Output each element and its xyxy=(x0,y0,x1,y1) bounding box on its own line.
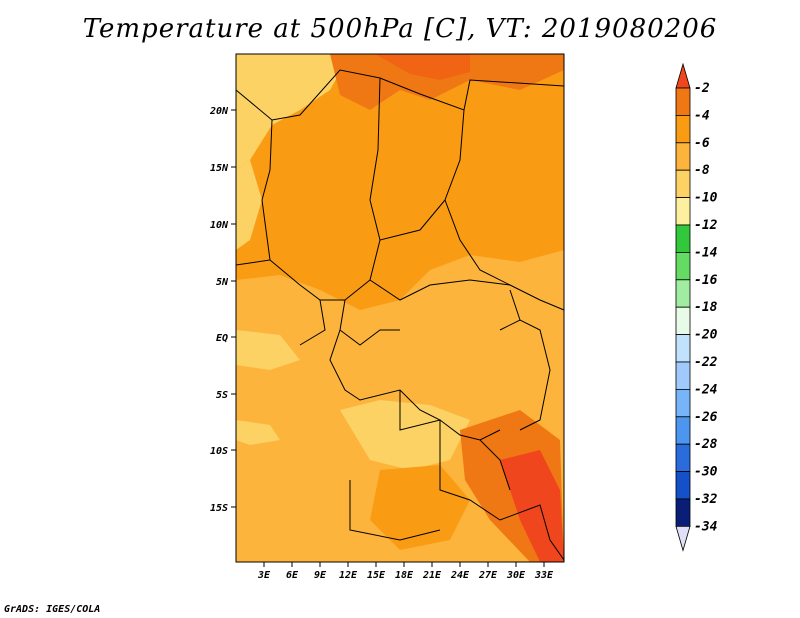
lon-label-27e: 27E xyxy=(478,570,498,581)
temperature-map: 20N 15N 10N 5N EQ 5S 10S 15S 3E 6E 9E 12… xyxy=(209,53,565,581)
colorbar-label: -30 xyxy=(694,465,718,480)
lat-label-15s: 15S xyxy=(210,503,228,514)
footer-credit: GrADS: IGES/COLA xyxy=(4,604,101,615)
lon-label-12e: 12E xyxy=(339,570,358,581)
colorbar-label: -32 xyxy=(694,492,718,507)
lon-label-9e: 9E xyxy=(314,570,327,581)
colorbar-bottom-triangle xyxy=(675,526,691,552)
lat-label-10n: 10N xyxy=(210,220,229,231)
field-minus6-south xyxy=(370,465,470,550)
lon-label-6e: 6E xyxy=(286,570,299,581)
colorbar-label: -10 xyxy=(694,191,718,206)
colorbar-label: -34 xyxy=(694,519,718,534)
lon-label-24e: 24E xyxy=(450,570,470,581)
colorbar-label: -28 xyxy=(694,437,718,452)
field-minus10-coast xyxy=(236,330,300,370)
colorbar-segment xyxy=(675,142,691,171)
field-minus4-north xyxy=(330,54,564,110)
lat-label-5s: 5S xyxy=(216,390,228,401)
lon-label-3e: 3E xyxy=(257,570,271,581)
colorbar-segment xyxy=(675,416,691,445)
colorbar-top-triangle xyxy=(675,62,691,89)
colorbar-label: -14 xyxy=(694,245,718,260)
colorbar-segment xyxy=(675,115,691,144)
colorbar-label: -12 xyxy=(694,218,718,233)
colorbar-segment xyxy=(675,306,691,336)
colorbar-label: -8 xyxy=(694,163,710,178)
colorbar-segment xyxy=(675,361,691,390)
lat-label-10s: 10S xyxy=(210,446,228,457)
colorbar-label: -24 xyxy=(694,382,718,397)
field-minus8-northwest xyxy=(236,54,350,170)
lon-label-33e: 33E xyxy=(534,570,554,581)
colorbar-segment xyxy=(675,87,691,116)
colorbar-label: -26 xyxy=(694,410,718,425)
colorbar-label: -22 xyxy=(694,355,718,370)
colorbar-segment xyxy=(675,388,691,418)
field-minus10-southwest xyxy=(236,420,280,445)
colorbar-segment xyxy=(675,471,691,500)
field-minus8-west xyxy=(236,160,262,250)
colorbar-segment xyxy=(675,498,691,527)
map-frame xyxy=(235,53,565,563)
colorbar-segment xyxy=(675,443,691,473)
colorbar-segment xyxy=(675,224,691,253)
colorbar-label: -20 xyxy=(694,328,718,343)
lat-label-5n: 5N xyxy=(216,277,229,288)
lat-label-20n: 20N xyxy=(209,106,229,117)
colorbar-label: -6 xyxy=(694,136,710,151)
axis-ticks xyxy=(231,109,545,567)
map-title: Temperature at 500hPa [C], VT: 201908020… xyxy=(82,14,718,44)
lon-label-21e: 21E xyxy=(422,570,442,581)
colorbar-label: -4 xyxy=(694,108,710,123)
colorbar-segment xyxy=(675,279,691,308)
colorbar-label: -18 xyxy=(694,300,718,315)
field-minus10-interior xyxy=(340,400,470,470)
lat-label-eq: EQ xyxy=(216,333,228,344)
colorbar-label: -2 xyxy=(694,81,710,96)
colorbar-segment xyxy=(675,334,691,363)
lon-label-15e: 15E xyxy=(367,570,386,581)
colorbar-label: -16 xyxy=(694,273,718,288)
colorbar-segment xyxy=(675,197,691,226)
field-minus2-north xyxy=(375,54,470,80)
colorbar-segment xyxy=(675,251,691,281)
field-minus6-north xyxy=(236,54,564,310)
lon-label-30e: 30E xyxy=(506,570,526,581)
lat-label-15n: 15N xyxy=(210,163,229,174)
colorbar-segment xyxy=(675,169,691,198)
lon-label-18e: 18E xyxy=(395,570,414,581)
country-boundaries xyxy=(235,69,565,561)
colorbar: -2 -4 -6 -8 -10 -12 -14 -16 -18 -20 -22 -24 -26 -28 -3… xyxy=(675,62,718,552)
